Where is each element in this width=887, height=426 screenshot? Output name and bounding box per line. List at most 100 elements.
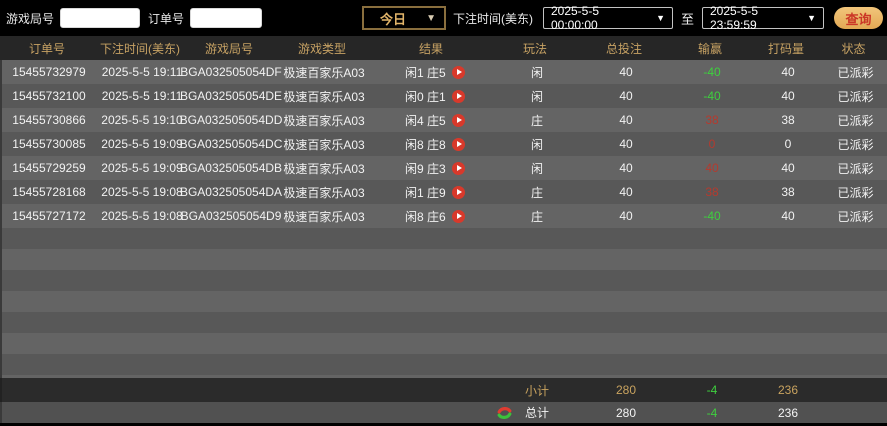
game-round-label: 游戏局号 bbox=[6, 11, 55, 26]
play-triangle bbox=[456, 117, 462, 123]
play-triangle bbox=[456, 213, 462, 219]
cell-win-loss: 40 bbox=[705, 161, 719, 175]
result-text: 闲1 庄5 bbox=[405, 65, 446, 80]
cell-total-bet: 40 bbox=[619, 209, 633, 223]
header-rolling: 打码量 bbox=[767, 41, 804, 56]
table-row: 15455729259 2025-5-5 19:09 BGA032505054D… bbox=[2, 156, 887, 180]
cell-play: 庄 bbox=[530, 209, 543, 224]
cell-rolling: 40 bbox=[781, 209, 795, 223]
cell-status: 已派彩 bbox=[837, 89, 874, 104]
play-icon[interactable] bbox=[451, 209, 465, 223]
cell-play: 闲 bbox=[530, 65, 543, 80]
cell-win-loss: 38 bbox=[705, 113, 719, 127]
bottom-edge bbox=[0, 423, 887, 426]
period-select[interactable]: 今日 ▼ bbox=[361, 6, 446, 30]
end-time-select[interactable]: 2025-5-5 23:59:59 ▼ bbox=[702, 4, 824, 32]
subtotal-row: 小计 280 -4 236 bbox=[0, 378, 887, 402]
cell-game-type: 极速百家乐A03 bbox=[283, 89, 365, 104]
cell-result: 闲9 庄3 bbox=[374, 156, 492, 180]
period-select-value: 今日 bbox=[379, 11, 406, 27]
cell-order-no: 15455732979 bbox=[12, 65, 86, 79]
header-game-type: 游戏类型 bbox=[297, 41, 346, 56]
cell-order-no: 15455732100 bbox=[12, 89, 86, 103]
cell-order-no: 15455729259 bbox=[12, 161, 86, 175]
cell-status: 已派彩 bbox=[837, 185, 874, 200]
cell-game-type: 极速百家乐A03 bbox=[283, 137, 365, 152]
query-button[interactable]: 查询 bbox=[834, 7, 883, 29]
cell-rolling: 40 bbox=[781, 161, 795, 175]
cell-result: 闲1 庄9 bbox=[374, 180, 492, 204]
cell-order-no: 15455730085 bbox=[12, 137, 86, 151]
filter-bar: 游戏局号 订单号 今日 ▼ 下注时间(美东) 2025-5-5 00:00:00… bbox=[0, 0, 887, 36]
play-triangle bbox=[456, 141, 462, 147]
result-text: 闲0 庄1 bbox=[405, 89, 446, 104]
cell-status: 已派彩 bbox=[837, 65, 874, 80]
header-result: 结果 bbox=[418, 41, 443, 56]
cell-win-loss: -40 bbox=[703, 89, 721, 103]
cell-bet-time: 2025-5-5 19:08 bbox=[101, 185, 183, 199]
cell-round-no: BGA032505054DC bbox=[179, 137, 283, 151]
cell-rolling: 40 bbox=[781, 89, 795, 103]
cell-win-loss: 0 bbox=[708, 137, 716, 151]
cell-bet-time: 2025-5-5 19:11 bbox=[101, 65, 183, 79]
date-filter-group: 今日 ▼ 下注时间(美东) 2025-5-5 00:00:00 ▼ 至 2025… bbox=[361, 4, 883, 32]
cell-win-loss: -40 bbox=[703, 209, 721, 223]
chevron-down-icon: ▼ bbox=[426, 12, 436, 24]
header-win-loss: 输赢 bbox=[697, 41, 722, 56]
result-text: 闲9 庄3 bbox=[405, 161, 446, 176]
cell-game-type: 极速百家乐A03 bbox=[283, 161, 365, 176]
to-label: 至 bbox=[680, 11, 694, 27]
cell-round-no: BGA032505054DA bbox=[179, 185, 283, 199]
cell-rolling: 40 bbox=[781, 65, 795, 79]
cell-round-no: BGA032505054DB bbox=[179, 161, 283, 175]
table-body: 15455732979 2025-5-5 19:11 BGA032505054D… bbox=[0, 60, 887, 228]
result-text: 闲4 庄5 bbox=[405, 113, 446, 128]
cell-win-loss: 38 bbox=[705, 185, 719, 199]
cell-game-type: 极速百家乐A03 bbox=[283, 65, 365, 80]
subtotal-win-loss: -4 bbox=[706, 383, 718, 397]
swap-arrows-icon bbox=[497, 406, 512, 419]
bet-time-label: 下注时间(美东) bbox=[452, 11, 533, 26]
cell-game-type: 极速百家乐A03 bbox=[283, 209, 365, 224]
table-row: 15455727172 2025-5-5 19:08 BGA032505054D… bbox=[2, 204, 887, 228]
play-icon[interactable] bbox=[451, 113, 465, 127]
order-no-input[interactable] bbox=[190, 8, 263, 28]
total-total-bet: 280 bbox=[615, 405, 637, 420]
cell-round-no: BGA032505054DD bbox=[179, 113, 283, 127]
chevron-down-icon: ▼ bbox=[807, 13, 816, 23]
play-icon[interactable] bbox=[451, 137, 465, 151]
cell-bet-time: 2025-5-5 19:09 bbox=[101, 137, 183, 151]
cell-total-bet: 40 bbox=[619, 161, 633, 175]
play-icon[interactable] bbox=[451, 89, 465, 103]
game-round-input[interactable] bbox=[60, 8, 141, 28]
play-icon[interactable] bbox=[451, 161, 465, 175]
cell-total-bet: 40 bbox=[619, 65, 633, 79]
cell-result: 闲1 庄5 bbox=[374, 60, 492, 84]
end-time-value: 2025-5-5 23:59:59 bbox=[710, 4, 759, 32]
result-text: 闲8 庄6 bbox=[405, 209, 446, 224]
table-header: 订单号 下注时间(美东) 游戏局号 游戏类型 结果 玩法 总投注 输赢 打码量 … bbox=[0, 36, 887, 60]
table-row: 15455730085 2025-5-5 19:09 BGA032505054D… bbox=[2, 132, 887, 156]
play-triangle bbox=[456, 93, 462, 99]
start-time-value: 2025-5-5 00:00:00 bbox=[550, 4, 600, 32]
cell-game-type: 极速百家乐A03 bbox=[283, 185, 365, 200]
cell-status: 已派彩 bbox=[837, 137, 874, 152]
cell-play: 闲 bbox=[530, 137, 543, 152]
play-icon[interactable] bbox=[451, 65, 465, 79]
cell-round-no: BGA032505054DF bbox=[180, 65, 282, 79]
cell-play: 庄 bbox=[530, 185, 543, 200]
total-win-loss: -4 bbox=[706, 405, 718, 420]
cell-play: 庄 bbox=[530, 113, 543, 128]
header-total-bet: 总投注 bbox=[605, 41, 642, 56]
cell-rolling: 38 bbox=[781, 185, 795, 199]
cell-status: 已派彩 bbox=[837, 113, 874, 128]
cell-round-no: BGA032505054DE bbox=[179, 89, 283, 103]
play-icon[interactable] bbox=[451, 185, 465, 199]
subtotal-rolling: 236 bbox=[777, 383, 799, 397]
header-bet-time: 下注时间(美东) bbox=[100, 41, 180, 56]
table-row: 15455730866 2025-5-5 19:10 BGA032505054D… bbox=[2, 108, 887, 132]
cell-result: 闲4 庄5 bbox=[374, 108, 492, 132]
start-time-select[interactable]: 2025-5-5 00:00:00 ▼ bbox=[542, 4, 673, 32]
subtotal-label: 小计 bbox=[524, 383, 549, 398]
